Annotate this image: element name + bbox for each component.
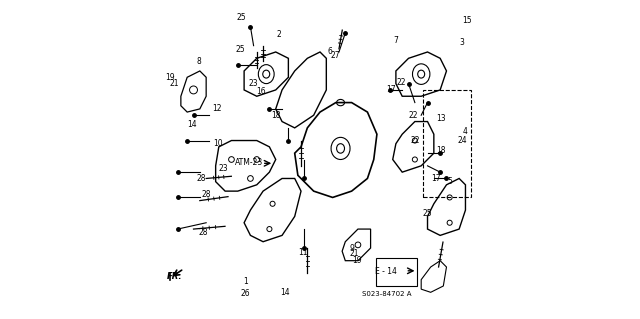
Text: 3: 3 (460, 38, 464, 47)
Text: 19: 19 (353, 256, 362, 264)
Text: 7: 7 (394, 36, 398, 45)
Bar (423, 90, 471, 197)
Text: 24: 24 (458, 136, 467, 145)
Text: ATM-23: ATM-23 (235, 158, 263, 167)
Text: 6: 6 (327, 48, 332, 56)
Text: E - 14: E - 14 (376, 267, 397, 276)
Text: 19: 19 (165, 73, 175, 82)
Text: 28: 28 (198, 228, 208, 237)
Text: 11: 11 (298, 248, 307, 257)
Text: 27: 27 (330, 51, 340, 60)
Text: 21: 21 (349, 249, 359, 258)
Text: 23: 23 (219, 165, 228, 174)
Text: 12: 12 (212, 104, 221, 113)
Text: 18: 18 (436, 145, 445, 154)
Text: 5: 5 (447, 177, 452, 186)
Text: 21: 21 (169, 79, 179, 88)
Text: FR.: FR. (167, 272, 182, 281)
Text: 9: 9 (349, 243, 354, 253)
Text: 28: 28 (196, 174, 206, 183)
Text: 15: 15 (462, 16, 472, 25)
Text: 4: 4 (462, 127, 467, 136)
Text: 17: 17 (387, 85, 396, 94)
Text: 2: 2 (276, 30, 281, 39)
Text: 25: 25 (422, 209, 433, 218)
Text: 22: 22 (411, 136, 420, 145)
Text: 22: 22 (396, 78, 406, 87)
Text: 28: 28 (202, 190, 211, 199)
Text: S023-84702 A: S023-84702 A (362, 291, 411, 297)
Text: 14: 14 (280, 288, 290, 297)
Text: 1: 1 (243, 277, 248, 286)
Text: 23: 23 (248, 79, 258, 88)
Text: 8: 8 (197, 57, 202, 66)
Text: 16: 16 (257, 87, 266, 96)
Text: 10: 10 (213, 139, 223, 148)
Text: 17: 17 (431, 174, 440, 183)
Bar (376, 257, 417, 286)
Text: 25: 25 (236, 45, 245, 54)
Text: 14: 14 (187, 120, 196, 129)
Text: 25: 25 (236, 13, 246, 22)
Text: 22: 22 (409, 111, 419, 120)
Text: 26: 26 (241, 289, 250, 298)
Text: 13: 13 (436, 114, 445, 123)
Text: 18: 18 (271, 111, 281, 120)
